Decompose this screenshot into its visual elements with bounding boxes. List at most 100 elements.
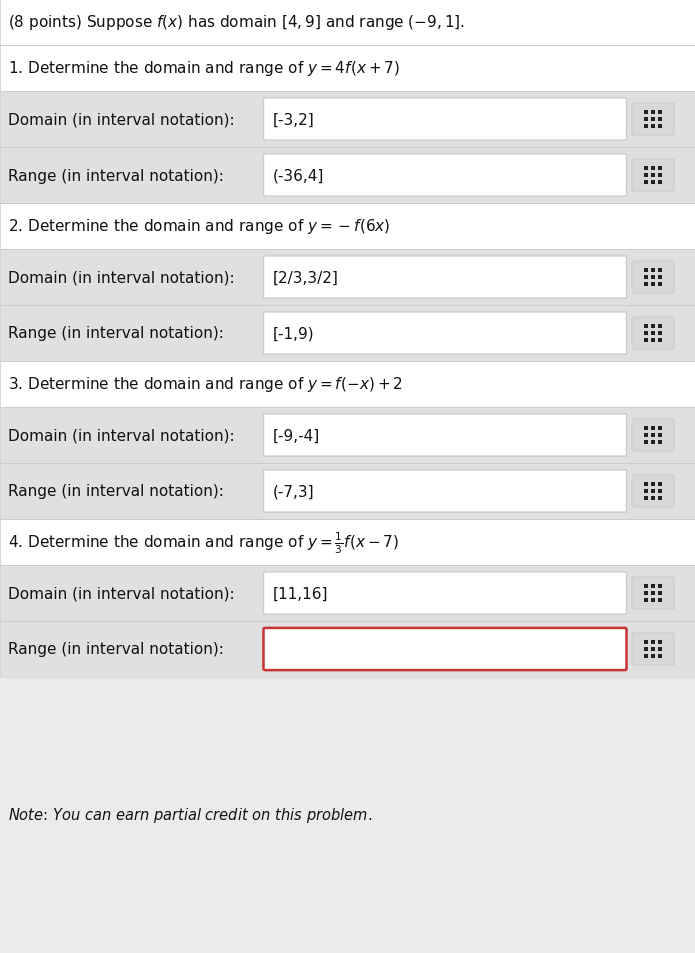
Bar	[657, 426, 662, 431]
Bar	[651, 180, 655, 185]
Bar	[657, 482, 662, 487]
Bar	[657, 269, 662, 273]
Bar	[657, 647, 662, 652]
Bar	[0, 306, 695, 361]
Bar	[657, 173, 662, 178]
Text: Domain (in interval notation):: Domain (in interval notation):	[8, 271, 235, 285]
Bar	[644, 180, 648, 185]
Bar	[657, 584, 662, 589]
Bar	[657, 167, 662, 172]
Bar	[657, 282, 662, 287]
Bar	[0, 46, 695, 91]
Text: (8 points) Suppose $f(x)$ has domain $[4, 9]$ and range $(-9, 1]$.: (8 points) Suppose $f(x)$ has domain $[4…	[8, 13, 465, 32]
Bar	[651, 426, 655, 431]
Bar	[644, 125, 648, 129]
Bar	[644, 332, 648, 335]
Bar	[644, 647, 648, 652]
Bar	[644, 497, 648, 500]
Bar	[0, 204, 695, 250]
FancyBboxPatch shape	[632, 262, 674, 294]
FancyBboxPatch shape	[263, 154, 626, 197]
Bar	[644, 584, 648, 589]
Text: Domain (in interval notation):: Domain (in interval notation):	[8, 428, 235, 443]
Text: 1. Determine the domain and range of $y = 4f(x + 7)$: 1. Determine the domain and range of $y …	[8, 59, 400, 78]
Bar	[651, 482, 655, 487]
Text: $\it{Note}$: $\it{You\ can\ earn\ partial\ credit\ on\ this\ problem.}$: $\it{Note}$: $\it{You\ can\ earn\ partia…	[8, 805, 373, 824]
Bar	[651, 111, 655, 115]
FancyBboxPatch shape	[263, 471, 626, 513]
Text: (-36,4]: (-36,4]	[273, 169, 325, 183]
FancyBboxPatch shape	[263, 99, 626, 141]
FancyBboxPatch shape	[632, 634, 674, 665]
Bar	[644, 282, 648, 287]
FancyBboxPatch shape	[632, 317, 674, 350]
Bar	[651, 584, 655, 589]
Bar	[651, 332, 655, 335]
Bar	[651, 275, 655, 280]
Bar	[644, 598, 648, 602]
Bar	[657, 117, 662, 122]
Bar	[651, 640, 655, 644]
FancyBboxPatch shape	[263, 415, 626, 456]
FancyBboxPatch shape	[263, 628, 626, 670]
Bar	[0, 250, 695, 306]
Text: 4. Determine the domain and range of $y = \frac{1}{3}f(x - 7)$: 4. Determine the domain and range of $y …	[8, 530, 399, 556]
Bar	[644, 591, 648, 596]
Bar	[657, 275, 662, 280]
Bar	[0, 408, 695, 463]
Bar	[0, 0, 695, 46]
FancyBboxPatch shape	[632, 104, 674, 136]
FancyBboxPatch shape	[632, 578, 674, 609]
FancyBboxPatch shape	[263, 313, 626, 355]
Bar	[644, 482, 648, 487]
Bar	[651, 324, 655, 329]
Text: Range (in interval notation):: Range (in interval notation):	[8, 169, 224, 183]
Text: Domain (in interval notation):: Domain (in interval notation):	[8, 586, 235, 601]
Bar	[657, 654, 662, 659]
FancyBboxPatch shape	[632, 160, 674, 192]
Text: [-3,2]: [-3,2]	[273, 112, 315, 128]
Bar	[651, 282, 655, 287]
Bar	[657, 338, 662, 343]
Text: [-1,9): [-1,9)	[273, 326, 315, 341]
Bar	[644, 275, 648, 280]
Bar	[651, 489, 655, 494]
Bar	[657, 434, 662, 437]
Bar	[644, 654, 648, 659]
Text: [11,16]: [11,16]	[273, 586, 329, 601]
FancyBboxPatch shape	[263, 573, 626, 615]
Bar	[657, 125, 662, 129]
Bar	[0, 148, 695, 204]
Bar	[651, 167, 655, 172]
Bar	[0, 519, 695, 565]
Bar	[644, 324, 648, 329]
Text: (-7,3]: (-7,3]	[273, 484, 315, 499]
Text: Range (in interval notation):: Range (in interval notation):	[8, 484, 224, 499]
Bar	[657, 489, 662, 494]
Bar	[651, 434, 655, 437]
Bar	[644, 167, 648, 172]
Bar	[644, 426, 648, 431]
Bar	[644, 489, 648, 494]
Bar	[644, 640, 648, 644]
Bar	[657, 332, 662, 335]
FancyBboxPatch shape	[263, 256, 626, 299]
Bar	[651, 591, 655, 596]
Text: [2/3,3/2]: [2/3,3/2]	[273, 271, 339, 285]
Bar	[651, 269, 655, 273]
Bar	[651, 125, 655, 129]
Bar	[644, 173, 648, 178]
Bar	[657, 598, 662, 602]
Bar	[0, 621, 695, 678]
Bar	[0, 678, 695, 953]
Bar	[657, 180, 662, 185]
Bar	[0, 463, 695, 519]
Bar	[651, 173, 655, 178]
Bar	[651, 440, 655, 445]
Bar	[657, 591, 662, 596]
Bar	[657, 497, 662, 500]
Bar	[657, 640, 662, 644]
Text: 2. Determine the domain and range of $y = -f(6x)$: 2. Determine the domain and range of $y …	[8, 217, 391, 236]
Bar	[644, 434, 648, 437]
Text: [-9,-4]: [-9,-4]	[273, 428, 320, 443]
